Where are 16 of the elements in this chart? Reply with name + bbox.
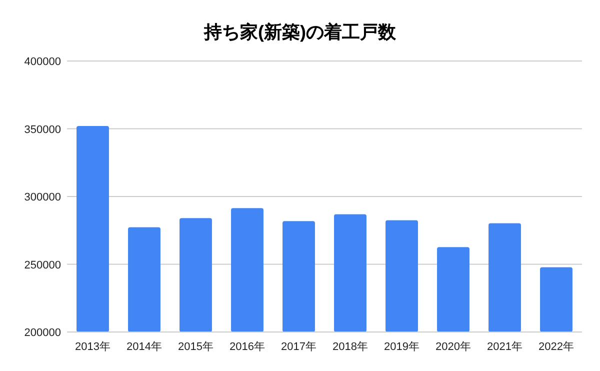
x-tick-label: 2018年 <box>332 341 368 353</box>
x-tick-label: 2022年 <box>538 341 574 353</box>
x-tick-label: 2021年 <box>487 341 522 353</box>
y-tick-label: 250000 <box>24 259 61 272</box>
x-tick-label: 2020年 <box>436 341 471 353</box>
x-tick-label: 2017年 <box>281 341 316 353</box>
y-tick-label: 300000 <box>24 192 61 204</box>
x-tick-label: 2016年 <box>230 341 265 353</box>
x-tick-label: 2013年 <box>75 341 110 353</box>
chart-title: 持ち家(新築)の着工戸数 <box>203 22 397 42</box>
y-tick-label: 400000 <box>24 56 61 68</box>
x-tick-label: 2015年 <box>178 341 214 353</box>
y-tick-label: 350000 <box>24 124 61 136</box>
y-tick-label: 200000 <box>24 327 61 339</box>
x-tick-label: 2014年 <box>126 341 162 353</box>
x-tick-label: 2019年 <box>384 341 420 353</box>
